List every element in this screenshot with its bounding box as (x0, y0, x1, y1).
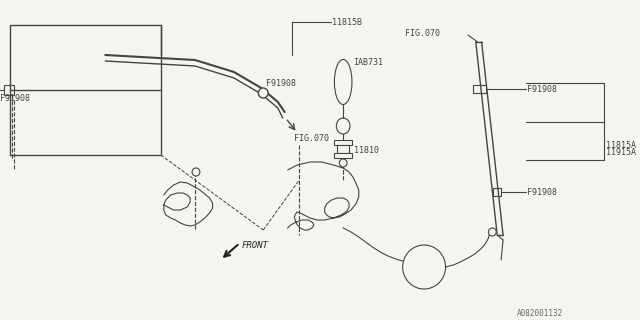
Bar (4, 85, 13, 95)
Text: F91908: F91908 (0, 93, 30, 102)
Text: F91908: F91908 (266, 78, 296, 87)
Text: A082001132: A082001132 (516, 308, 563, 317)
Ellipse shape (337, 118, 350, 134)
Circle shape (488, 228, 496, 236)
Text: 11815B: 11815B (332, 18, 362, 27)
Bar (493, 188, 501, 196)
Text: 11815A: 11815A (607, 140, 636, 149)
Bar (334, 153, 352, 158)
Bar (473, 85, 486, 93)
Circle shape (403, 245, 445, 289)
Text: 11915A: 11915A (607, 148, 636, 156)
Text: F91908: F91908 (527, 188, 557, 196)
Circle shape (259, 88, 268, 98)
Text: FIG.070: FIG.070 (294, 133, 330, 142)
Circle shape (339, 159, 347, 167)
Bar (334, 140, 352, 145)
Ellipse shape (334, 60, 352, 105)
Text: FIG.070: FIG.070 (404, 28, 440, 37)
Text: FRONT: FRONT (242, 241, 269, 250)
Text: F91908: F91908 (527, 84, 557, 93)
Circle shape (192, 168, 200, 176)
Text: IAB731: IAB731 (353, 58, 383, 67)
Text: 11810: 11810 (354, 146, 379, 155)
Bar (337, 145, 349, 153)
